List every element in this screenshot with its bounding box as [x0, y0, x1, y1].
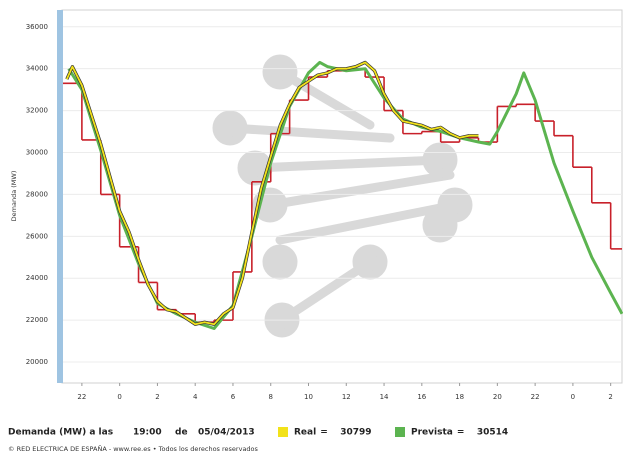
watermark-stroke [250, 155, 445, 173]
copyright: © RED ELECTRICA DE ESPAÑA - www.ree.es •… [8, 444, 259, 453]
watermark-dot [352, 244, 388, 280]
watermark-stroke [277, 257, 375, 325]
legend-value: 30514 [477, 428, 508, 438]
watermark-dot [212, 110, 248, 146]
x-tick-label: 12 [342, 393, 351, 401]
watermark [212, 54, 473, 338]
y-tick-label: 32000 [26, 107, 48, 115]
readout-text: de [175, 428, 188, 438]
legend-equals: = [457, 428, 465, 438]
x-tick-label: 4 [193, 393, 198, 401]
x-tick-label: 22 [77, 393, 86, 401]
y-tick-label: 24000 [26, 274, 48, 282]
x-tick-label: 22 [531, 393, 540, 401]
x-tick-label: 8 [269, 393, 273, 401]
legend-value: 30799 [340, 428, 371, 438]
legend-equals: = [320, 428, 328, 438]
watermark-dot [262, 244, 298, 280]
axis-bar [57, 10, 63, 383]
y-tick-label: 20000 [26, 358, 48, 366]
legend-label: Real [294, 428, 316, 438]
legend-swatch [395, 427, 405, 437]
legend-swatch [278, 427, 288, 437]
x-tick-label: 2 [155, 393, 159, 401]
x-tick-label: 16 [417, 393, 426, 401]
watermark-dot [262, 54, 298, 90]
y-tick-label: 36000 [26, 23, 48, 31]
x-tick-label: 10 [304, 393, 313, 401]
legend-label: Prevista [411, 428, 453, 438]
watermark-stroke [275, 200, 460, 245]
x-tick-label: 0 [117, 393, 121, 401]
x-tick-label: 20 [493, 393, 502, 401]
readout-text: Demanda (MW) a las [8, 428, 113, 438]
y-axis-label: Demanda (MW) [10, 171, 18, 222]
x-tick-label: 6 [231, 393, 236, 401]
watermark-stroke [265, 170, 455, 210]
y-tick-label: 28000 [26, 190, 48, 198]
watermark-stroke [225, 123, 395, 143]
x-tick-label: 18 [455, 393, 464, 401]
series-line [65, 61, 479, 326]
x-tick-label: 0 [571, 393, 575, 401]
y-tick-label: 34000 [26, 65, 48, 73]
x-tick-label: 2 [608, 393, 612, 401]
y-tick-label: 26000 [26, 232, 48, 240]
x-tick-label: 14 [380, 393, 389, 401]
watermark-dot [422, 142, 458, 178]
readout-text: 05/04/2013 [198, 428, 255, 438]
y-tick-label: 22000 [26, 316, 48, 324]
watermark-dot [422, 207, 458, 243]
y-tick-label: 30000 [26, 148, 48, 156]
readout-text: 19:00 [133, 428, 162, 438]
